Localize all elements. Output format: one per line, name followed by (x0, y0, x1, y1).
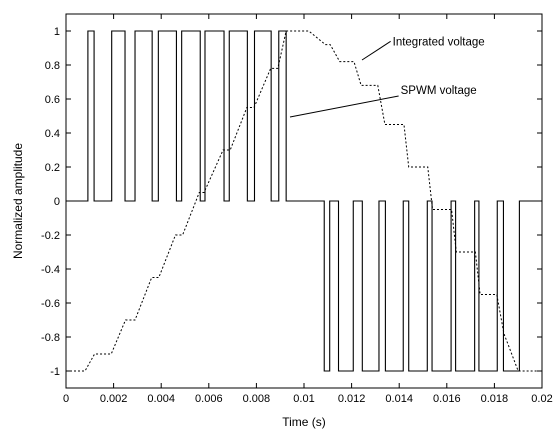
plot-area (66, 30, 542, 372)
annotation-spwm-voltage: SPWM voltage (401, 85, 477, 97)
y-tick-label: 0.2 (45, 162, 60, 174)
x-axis-label: Time (s) (282, 415, 326, 429)
y-tick-label: 0.6 (45, 94, 60, 106)
y-tick-label: -0.6 (41, 298, 60, 310)
x-tick-label: 0.014 (385, 393, 413, 405)
annotation-integrated-voltage: Integrated voltage (393, 36, 485, 48)
spwm-voltage-line (66, 30, 542, 372)
annotation-leader-spwm (289, 95, 399, 118)
y-axis-label: Normalized amplitude (11, 143, 25, 259)
y-tick-label: 1 (54, 26, 60, 38)
y-tick-label: -0.4 (41, 264, 60, 276)
annotation-leader-integrated (361, 40, 391, 61)
y-tick-label: -0.2 (41, 230, 60, 242)
x-tick-label: 0.006 (195, 393, 223, 405)
x-tick-label: 0.004 (147, 393, 175, 405)
x-tick-label: 0.02 (531, 393, 552, 405)
y-tick-label: 0 (54, 196, 60, 208)
x-tick-label: 0.002 (100, 393, 128, 405)
y-tick-label: 0.8 (45, 60, 60, 72)
x-tick-label: 0 (63, 393, 69, 405)
y-tick-label: -0.8 (41, 332, 60, 344)
x-tick-label: 0.016 (433, 393, 461, 405)
y-tick-label: -1 (50, 366, 60, 378)
annotations: Integrated voltage SPWM voltage (289, 36, 485, 118)
x-tick-label: 0.012 (338, 393, 366, 405)
x-tick-label: 0.018 (481, 393, 509, 405)
x-tick-label: 0.01 (293, 393, 314, 405)
integrated-voltage-line (66, 30, 542, 372)
y-tick-label: 0.4 (45, 128, 60, 140)
x-tick-label: 0.008 (243, 393, 271, 405)
axis-ticks: 0 0.002 0.004 0.006 0.008 0.01 0.012 0.014 0.016… (41, 14, 553, 405)
